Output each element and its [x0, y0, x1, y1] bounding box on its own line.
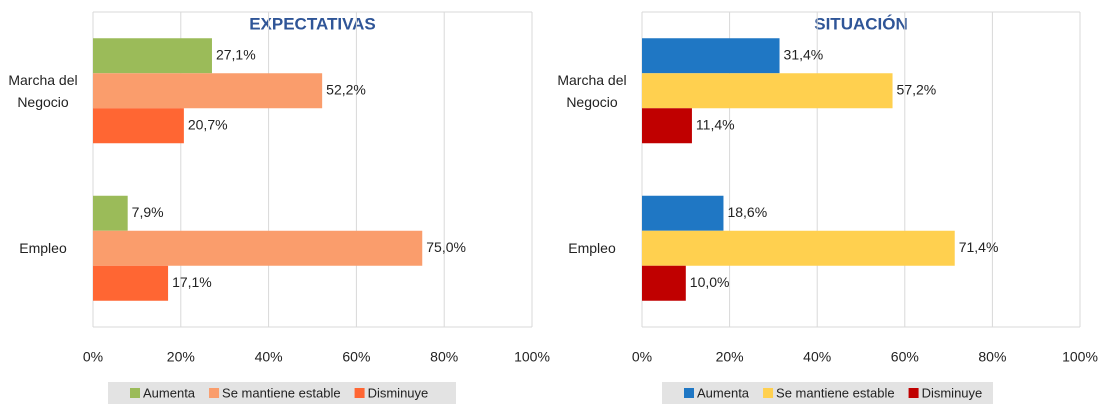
- legend-swatch: [130, 388, 140, 398]
- value-label: 75,0%: [426, 239, 466, 255]
- value-label: 27,1%: [216, 46, 256, 62]
- value-label: 31,4%: [784, 46, 824, 62]
- legend-swatch: [354, 388, 365, 398]
- value-label: 10,0%: [690, 274, 730, 290]
- x-tick-label: 80%: [978, 349, 1006, 365]
- bar: [93, 265, 169, 301]
- value-label: 57,2%: [897, 81, 937, 97]
- bar: [642, 38, 780, 74]
- x-tick-label: 60%: [891, 349, 919, 365]
- x-tick-label: 60%: [342, 349, 370, 365]
- x-tick-label: 100%: [514, 349, 550, 365]
- value-label: 52,2%: [326, 81, 366, 97]
- bar: [642, 265, 686, 301]
- legend-label: Disminuye: [368, 385, 429, 400]
- legend-label: Se mantiene estable: [222, 385, 341, 400]
- legend-swatch: [763, 388, 774, 398]
- value-label: 17,1%: [172, 274, 212, 290]
- legend-swatch: [209, 388, 220, 398]
- bar: [93, 108, 184, 144]
- value-label: 20,7%: [188, 116, 228, 132]
- bar: [93, 73, 323, 109]
- x-tick-label: 100%: [1062, 349, 1098, 365]
- y-tick-label: Marcha del Negocio: [8, 71, 78, 110]
- chart-title: EXPECTATIVAS: [249, 14, 376, 33]
- legend-label: Se mantiene estable: [776, 385, 895, 400]
- value-label: 71,4%: [959, 239, 999, 255]
- x-tick-label: 0%: [632, 349, 652, 365]
- legend-box: [108, 382, 456, 404]
- x-tick-label: 20%: [716, 349, 744, 365]
- legend-label: Aumenta: [143, 385, 196, 400]
- x-tick-label: 80%: [430, 349, 458, 365]
- bar: [642, 195, 724, 231]
- y-tick-label: Empleo: [568, 240, 616, 257]
- bar: [642, 73, 893, 109]
- bar: [93, 38, 212, 74]
- bar: [642, 230, 955, 266]
- x-tick-label: 40%: [803, 349, 831, 365]
- x-tick-label: 0%: [83, 349, 103, 365]
- x-tick-label: 40%: [255, 349, 283, 365]
- x-tick-label: 20%: [167, 349, 195, 365]
- legend-label: Disminuye: [922, 385, 983, 400]
- chart-title: SITUACIÓN: [814, 14, 908, 33]
- value-label: 7,9%: [132, 204, 164, 220]
- legend-swatch: [908, 388, 919, 398]
- legend-box: [662, 382, 993, 404]
- y-tick-label: Marcha del Negocio: [557, 71, 627, 110]
- legend-swatch: [684, 388, 694, 398]
- y-tick-label: Empleo: [19, 240, 67, 257]
- bar: [93, 195, 128, 231]
- bar: [642, 108, 692, 144]
- value-label: 11,4%: [696, 116, 735, 132]
- legend-label: Aumenta: [697, 385, 750, 400]
- value-label: 18,6%: [727, 204, 767, 220]
- bar: [93, 230, 423, 266]
